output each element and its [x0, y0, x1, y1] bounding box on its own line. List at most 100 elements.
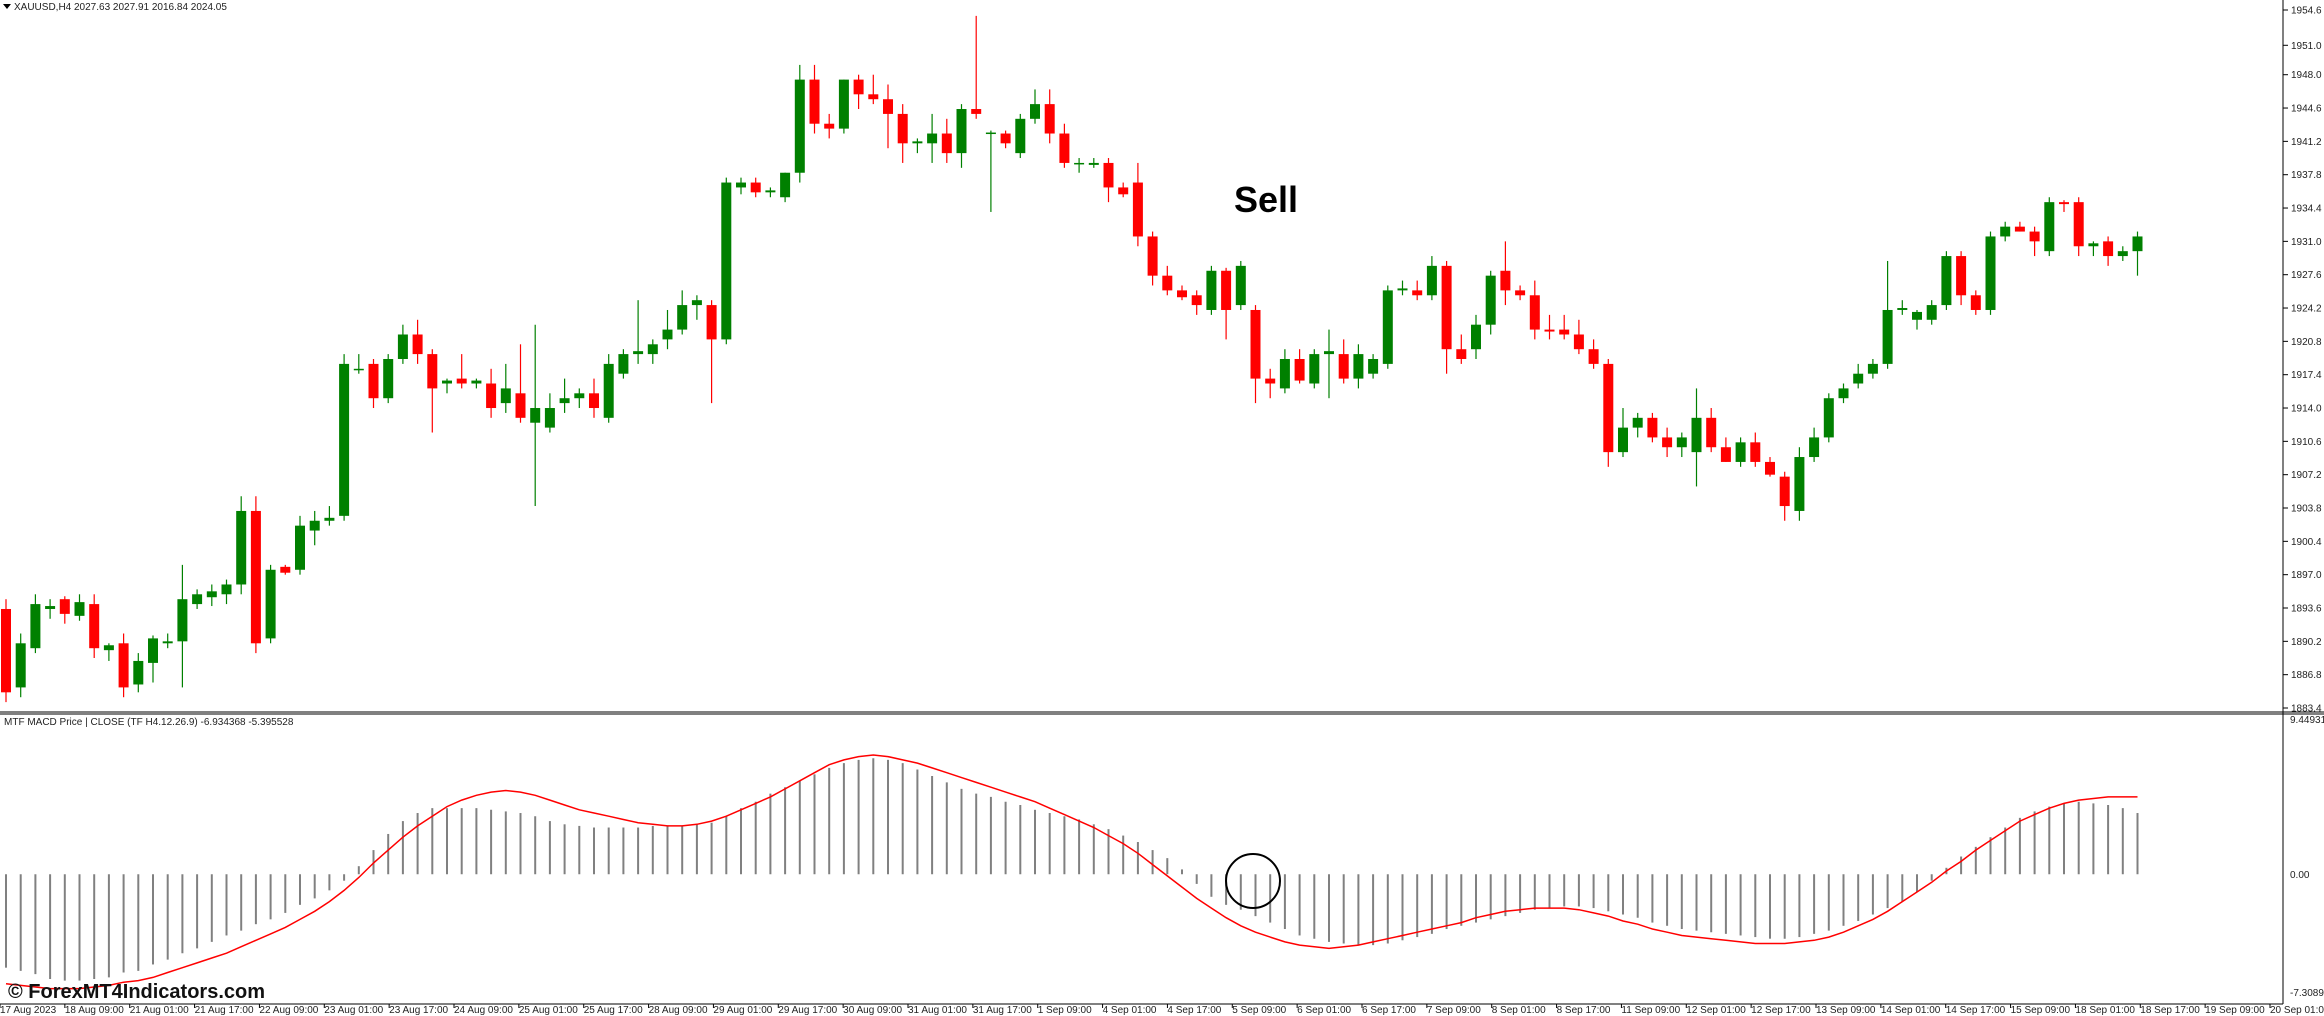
time-tick-label: 25 Aug 01:00 [519, 1005, 578, 1016]
price-panel[interactable]: Sell [1, 15, 2143, 703]
candle-body [1177, 290, 1187, 298]
price-tick-label: 1900.4 [2291, 537, 2322, 548]
candle [1720, 437, 1731, 462]
candle-body [912, 141, 923, 144]
candle-body [397, 334, 408, 359]
candle [1529, 280, 1540, 340]
ohlc-readout: 2027.63 2027.91 2016.84 2024.05 [74, 2, 227, 13]
candle-body [897, 113, 908, 144]
price-axis[interactable]: 1954.6 1951.0 1948.0 1944.6 1941.2 1937.8 1934… [2282, 0, 2322, 1004]
candle [192, 589, 203, 609]
candle [1044, 89, 1055, 144]
time-tick-label: 13 Sep 09:00 [1816, 1005, 1876, 1016]
candle-body [1030, 104, 1040, 119]
candle-body [1544, 329, 1555, 332]
candle [1779, 471, 1790, 521]
candle [2117, 246, 2128, 261]
candle-body [412, 334, 423, 355]
candle [1618, 408, 1628, 458]
candle [1765, 457, 1775, 477]
candle [1309, 349, 1320, 389]
time-tick-label: 14 Sep 01:00 [1881, 1005, 1941, 1016]
candle-body [456, 378, 467, 384]
candle [1941, 251, 1952, 310]
candle [2000, 221, 2011, 242]
candle [1294, 349, 1305, 384]
macd-signal-line [5, 754, 2138, 990]
candle-body [2073, 202, 2084, 247]
candle [1088, 158, 1099, 168]
candle [118, 633, 129, 698]
candle [1456, 334, 1467, 364]
candle-body [118, 643, 129, 688]
candle-body [1750, 442, 1761, 462]
time-tick-label: 1 Sep 09:00 [1038, 1005, 1092, 1016]
candle-body [1015, 118, 1026, 154]
time-tick-label: 24 Aug 09:00 [454, 1005, 513, 1016]
candle-body [1882, 309, 1893, 364]
candle [912, 138, 923, 154]
candle-body [603, 363, 614, 418]
time-axis[interactable]: 17 Aug 2023 18 Aug 09:00 21 Aug 01:00 21 Au… [0, 1004, 2324, 1016]
candle-body [2132, 236, 2143, 252]
time-tick-label: 25 Aug 17:00 [584, 1005, 643, 1016]
candle [736, 177, 746, 195]
candle-body [1956, 256, 1967, 296]
candle [1118, 182, 1129, 198]
candle-body [765, 190, 776, 193]
candle-body [148, 638, 158, 663]
candle-body [74, 602, 85, 616]
candle [1162, 265, 1173, 296]
candle [1382, 285, 1393, 369]
candle-body [383, 359, 394, 399]
candle [1662, 427, 1673, 458]
candle [1691, 388, 1702, 487]
price-tick-label: 1944.6 [2291, 104, 2322, 115]
candle [1882, 260, 1893, 369]
candle-body [1912, 311, 1922, 320]
time-tick-label: 14 Sep 17:00 [1946, 1005, 2006, 1016]
candle-body [1059, 133, 1070, 163]
candle-body [618, 354, 629, 374]
candle [971, 15, 982, 119]
candle [1735, 437, 1746, 467]
price-tick-label: 1951.0 [2291, 41, 2322, 52]
candle-body [515, 393, 526, 418]
candle [1912, 309, 1922, 330]
candle-body [1206, 270, 1217, 310]
candle [1030, 89, 1040, 124]
candle [1324, 329, 1334, 399]
indicator-axis-max: 9.44931 [2290, 715, 2324, 726]
candle-body [1368, 359, 1379, 374]
macd-panel[interactable]: MTF MACD Price | CLOSE (TF H4.12.26.9) -… [4, 717, 2139, 990]
indicator-axis-zero: 0.00 [2290, 870, 2310, 881]
candle [662, 309, 673, 350]
candle [353, 354, 364, 374]
time-tick-label: 12 Sep 01:00 [1686, 1005, 1746, 1016]
candle-body [927, 133, 938, 144]
candle [1471, 314, 1481, 359]
candle-body [868, 94, 879, 100]
candle [1191, 290, 1202, 315]
candle [633, 300, 644, 364]
candle-body [1926, 305, 1937, 320]
candle-body [809, 79, 820, 124]
candle [427, 349, 438, 433]
time-tick-label: 17 Aug 2023 [0, 1005, 57, 1016]
candle [133, 653, 144, 693]
candle-body [1691, 417, 1702, 453]
candle [1279, 349, 1290, 394]
candle [45, 599, 56, 619]
candle-body [1632, 417, 1643, 428]
candle [1853, 363, 1864, 389]
indicator-axis-min: -7.3089 [2290, 988, 2324, 999]
symbol-title: XAUUSD,H4 [14, 2, 72, 13]
candle [2073, 197, 2084, 257]
chart-menu-icon[interactable] [3, 4, 11, 9]
candle [1559, 314, 1570, 340]
candle-body [559, 398, 570, 404]
candle-body [1426, 265, 1437, 296]
candle-body [1823, 398, 1834, 438]
candle-body [530, 408, 541, 423]
